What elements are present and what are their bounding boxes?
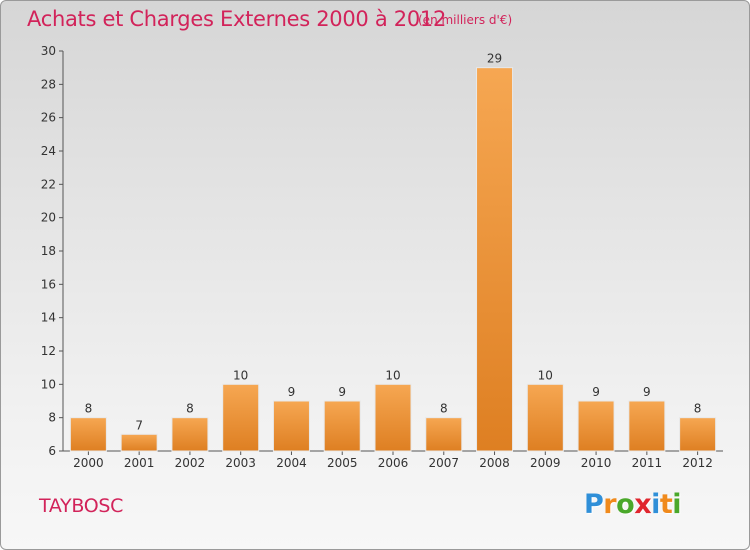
bar-value-label: 29 <box>487 52 502 66</box>
y-tick-label: 28 <box>41 77 56 91</box>
bar[interactable] <box>577 400 615 452</box>
x-tick-label: 2004 <box>276 456 307 470</box>
bar[interactable] <box>679 417 717 452</box>
logo-letter: o <box>616 489 635 520</box>
y-tick-label: 24 <box>41 144 56 158</box>
bar-value-label: 10 <box>538 368 553 382</box>
x-tick-label: 2011 <box>632 456 663 470</box>
logo-letter: t <box>659 489 673 520</box>
bar[interactable] <box>374 383 412 452</box>
x-tick-label: 2008 <box>479 456 510 470</box>
x-tick-label: 2003 <box>225 456 256 470</box>
y-tick-label: 8 <box>48 411 56 425</box>
y-tick-label: 18 <box>41 244 56 258</box>
bar[interactable] <box>69 417 107 452</box>
chart-unit: (en milliers d'€) <box>418 13 513 27</box>
y-tick-label: 10 <box>41 377 56 391</box>
bar-value-label: 10 <box>233 368 248 382</box>
bar-value-label: 8 <box>440 402 448 416</box>
bar-value-label: 9 <box>643 385 651 399</box>
x-tick-label: 2010 <box>581 456 612 470</box>
y-tick-label: 20 <box>41 211 56 225</box>
bar[interactable] <box>272 400 310 452</box>
bar-value-label: 8 <box>85 402 93 416</box>
x-tick-label: 2012 <box>682 456 713 470</box>
y-tick-label: 12 <box>41 344 56 358</box>
proxiti-logo[interactable]: Proxiti <box>584 489 682 520</box>
x-tick-label: 2002 <box>175 456 206 470</box>
bar[interactable] <box>222 383 260 452</box>
bar-value-label: 9 <box>288 385 296 399</box>
bar-value-label: 10 <box>385 368 400 382</box>
bar[interactable] <box>526 383 564 452</box>
x-tick-label: 2006 <box>378 456 409 470</box>
logo-letter: x <box>634 489 652 520</box>
bar[interactable] <box>171 417 209 452</box>
y-tick-label: 30 <box>41 44 56 58</box>
logo-letter: i <box>651 489 660 520</box>
y-tick-label: 22 <box>41 177 56 191</box>
y-tick-label: 6 <box>48 444 56 458</box>
bar[interactable] <box>425 417 463 452</box>
bar[interactable] <box>628 400 666 452</box>
logo-letter: r <box>603 489 617 520</box>
logo-letter: i <box>672 489 682 520</box>
bar[interactable] <box>323 400 361 452</box>
bar[interactable] <box>120 433 158 452</box>
x-tick-label: 2005 <box>327 456 358 470</box>
bar-value-label: 9 <box>338 385 346 399</box>
y-tick-label: 16 <box>41 277 56 291</box>
x-tick-label: 2001 <box>124 456 155 470</box>
y-tick-label: 26 <box>41 111 56 125</box>
logo-letter: P <box>584 489 604 520</box>
x-tick-label: 2000 <box>73 456 104 470</box>
bar[interactable] <box>476 67 514 452</box>
x-tick-label: 2007 <box>428 456 459 470</box>
y-tick-label: 14 <box>41 311 56 325</box>
chart-title: Achats et Charges Externes 2000 à 2012 <box>27 7 447 31</box>
bar-value-label: 8 <box>694 402 702 416</box>
commune-name: TAYBOSC <box>39 495 124 517</box>
bar-value-label: 8 <box>186 402 194 416</box>
bar-value-label: 9 <box>592 385 600 399</box>
x-tick-label: 2009 <box>530 456 561 470</box>
bar-value-label: 7 <box>135 418 143 432</box>
